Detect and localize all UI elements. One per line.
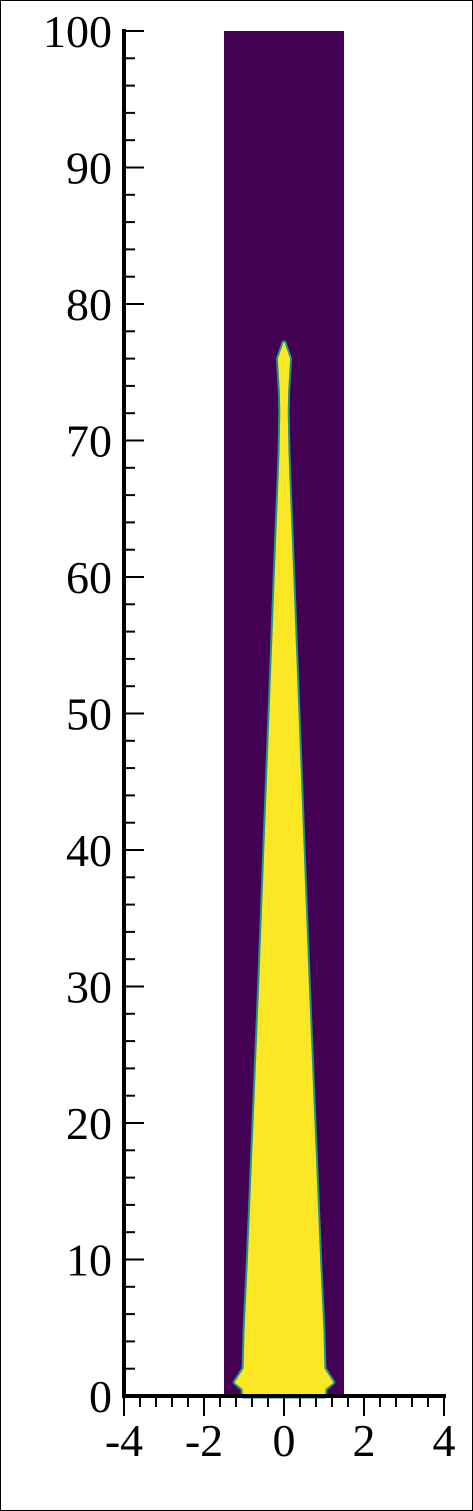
y-tick-label: 100: [43, 6, 112, 57]
y-tick-label: 10: [66, 1235, 112, 1286]
y-tick-label: 50: [66, 689, 112, 740]
x-tick-label: 2: [353, 1415, 376, 1466]
x-tick-label: 0: [273, 1415, 296, 1466]
x-tick-label: 4: [433, 1415, 456, 1466]
x-tick-label: -4: [105, 1415, 143, 1466]
y-tick-label: 90: [66, 143, 112, 194]
y-tick-label: 0: [89, 1371, 112, 1422]
y-tick-label: 30: [66, 962, 112, 1013]
y-tick-label: 80: [66, 279, 112, 330]
y-tick-label: 70: [66, 416, 112, 467]
y-tick-label: 60: [66, 552, 112, 603]
x-tick-label: -2: [185, 1415, 223, 1466]
jet-body: [234, 342, 334, 1397]
y-tick-label: 20: [66, 1098, 112, 1149]
y-tick-label: 40: [66, 825, 112, 876]
